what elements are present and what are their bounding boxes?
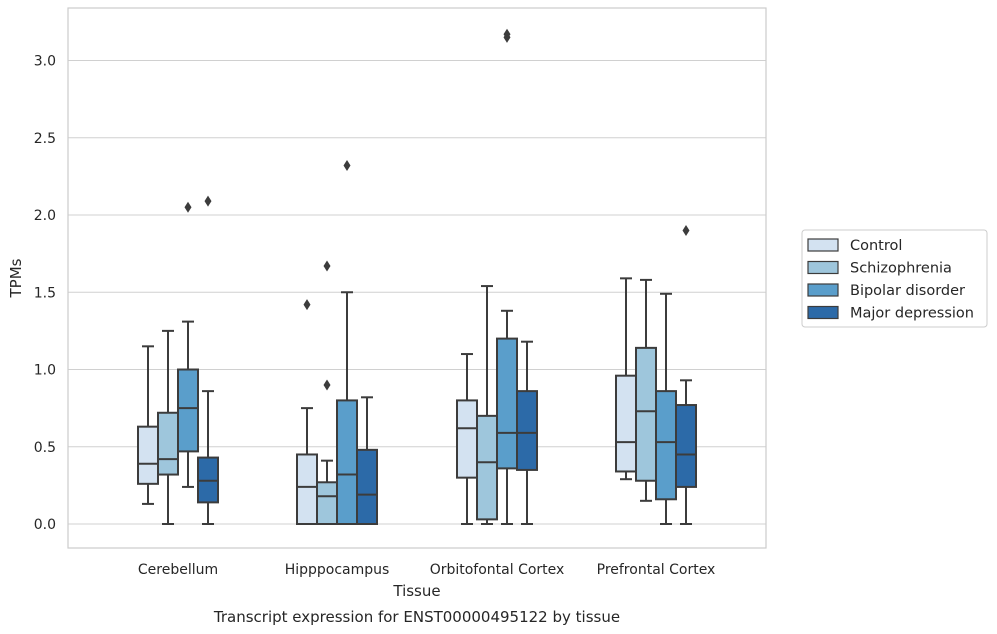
x-tick-label: Cerebellum bbox=[138, 562, 218, 578]
box-bipolar-disorder bbox=[655, 292, 677, 525]
iqr-box bbox=[516, 390, 538, 471]
iqr-box bbox=[675, 404, 697, 488]
outlier-point bbox=[343, 160, 351, 172]
y-tick-label: 1.0 bbox=[34, 363, 56, 379]
y-tick-label: 2.0 bbox=[34, 208, 56, 224]
legend-frame bbox=[801, 229, 988, 328]
box-bipolar-disorder bbox=[496, 28, 518, 525]
legend-swatch bbox=[807, 260, 839, 275]
y-tick-label: 0.5 bbox=[34, 440, 56, 456]
outlier-point bbox=[184, 201, 192, 213]
plot-area-frame bbox=[67, 7, 767, 549]
x-axis-label: Tissue bbox=[392, 582, 440, 600]
legend-swatch bbox=[807, 305, 839, 320]
outlier-point bbox=[323, 379, 331, 391]
iqr-box bbox=[157, 411, 179, 476]
y-axis-label: TPMs bbox=[7, 258, 25, 298]
iqr-box bbox=[296, 453, 318, 526]
x-tick-label: Hipppocampus bbox=[285, 562, 390, 578]
iqr-box bbox=[496, 337, 518, 470]
boxplots bbox=[137, 28, 697, 526]
y-tick-label: 1.5 bbox=[34, 285, 56, 301]
iqr-box bbox=[356, 448, 378, 525]
outlier-point bbox=[204, 195, 212, 207]
y-tick-label: 0.0 bbox=[34, 517, 56, 533]
iqr-box bbox=[655, 390, 677, 501]
chart-caption: Transcript expression for ENST0000049512… bbox=[213, 608, 620, 626]
y-tick-label: 3.0 bbox=[34, 54, 56, 70]
box-major-depression bbox=[516, 340, 538, 525]
box-schizophrenia bbox=[476, 285, 498, 525]
x-tick-label: Orbitofontal Cortex bbox=[430, 562, 565, 578]
iqr-box bbox=[456, 399, 478, 479]
iqr-box bbox=[177, 368, 199, 453]
box-schizophrenia bbox=[635, 278, 657, 502]
box-control bbox=[615, 277, 637, 481]
box-major-depression bbox=[356, 396, 378, 525]
iqr-box bbox=[316, 481, 338, 526]
iqr-box bbox=[476, 414, 498, 521]
legend-swatch bbox=[807, 283, 839, 297]
box-schizophrenia bbox=[316, 260, 338, 526]
box-control bbox=[456, 353, 478, 525]
iqr-box bbox=[615, 374, 637, 473]
x-tick-labels: Cerebellum Hipppocampus Orbitofontal Corte… bbox=[138, 562, 715, 578]
x-tick-label: Prefrontal Cortex bbox=[597, 562, 716, 578]
iqr-box bbox=[137, 425, 159, 485]
outlier-point bbox=[503, 28, 511, 40]
legend: Control Schizophrenia Bipolar disorder Majo… bbox=[801, 229, 988, 328]
box-major-depression bbox=[675, 224, 697, 525]
box-control bbox=[296, 299, 318, 526]
box-control bbox=[137, 345, 159, 505]
y-tick-labels: 0.0 0.5 1.0 1.5 2.0 2.5 3.0 bbox=[34, 54, 56, 534]
box-major-depression bbox=[197, 195, 219, 525]
y-tick-label: 2.5 bbox=[34, 131, 56, 147]
iqr-box bbox=[635, 346, 657, 482]
legend-label: Control bbox=[850, 238, 902, 254]
legend-label: Major depression bbox=[850, 306, 974, 322]
legend-swatch bbox=[807, 238, 839, 252]
box-bipolar-disorder bbox=[177, 201, 199, 488]
outlier-point bbox=[303, 299, 311, 311]
legend-label: Schizophrenia bbox=[850, 261, 952, 277]
outlier-point bbox=[323, 260, 331, 272]
legend-label: Bipolar disorder bbox=[850, 283, 965, 299]
box-schizophrenia bbox=[157, 329, 179, 525]
iqr-box bbox=[336, 399, 358, 525]
outlier-point bbox=[682, 224, 690, 236]
